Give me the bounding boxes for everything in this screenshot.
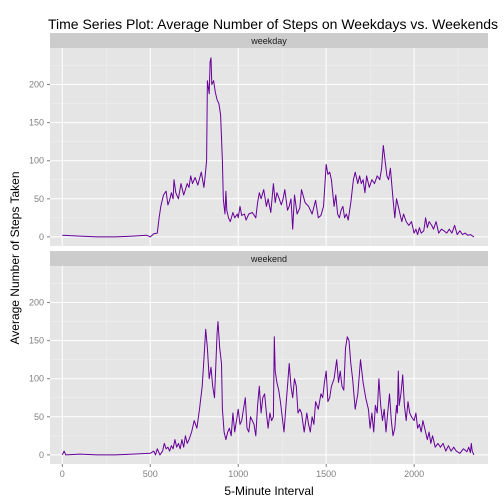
facet-strip-label: weekend [250, 254, 287, 264]
facet-panel-weekday: weekday 0 50 100 150 200 [29, 33, 488, 246]
x-axis-title: 5-Minute Interval [224, 484, 313, 498]
panel-background [50, 48, 488, 246]
x-tick-label: 500 [143, 469, 158, 479]
y-tick-label: 150 [29, 118, 44, 128]
y-tick-label: 0 [39, 232, 44, 242]
x-tick-label: 1500 [316, 469, 336, 479]
chart-title: Time Series Plot: Average Number of Step… [48, 16, 498, 32]
y-tick-label: 150 [29, 336, 44, 346]
panel-background [50, 266, 488, 464]
x-tick-label: 1000 [228, 469, 248, 479]
facet-strip-label: weekday [250, 36, 287, 46]
x-tick-label: 2000 [404, 469, 424, 479]
y-tick-label: 100 [29, 156, 44, 166]
y-tick-label: 200 [29, 298, 44, 308]
y-axis-title: Average Number of Steps Taken [8, 172, 22, 345]
y-tick-label: 0 [39, 450, 44, 460]
y-tick-label: 50 [34, 412, 44, 422]
y-tick-label: 200 [29, 80, 44, 90]
x-tick-label: 0 [60, 469, 65, 479]
y-tick-label: 50 [34, 194, 44, 204]
y-tick-label: 100 [29, 374, 44, 384]
